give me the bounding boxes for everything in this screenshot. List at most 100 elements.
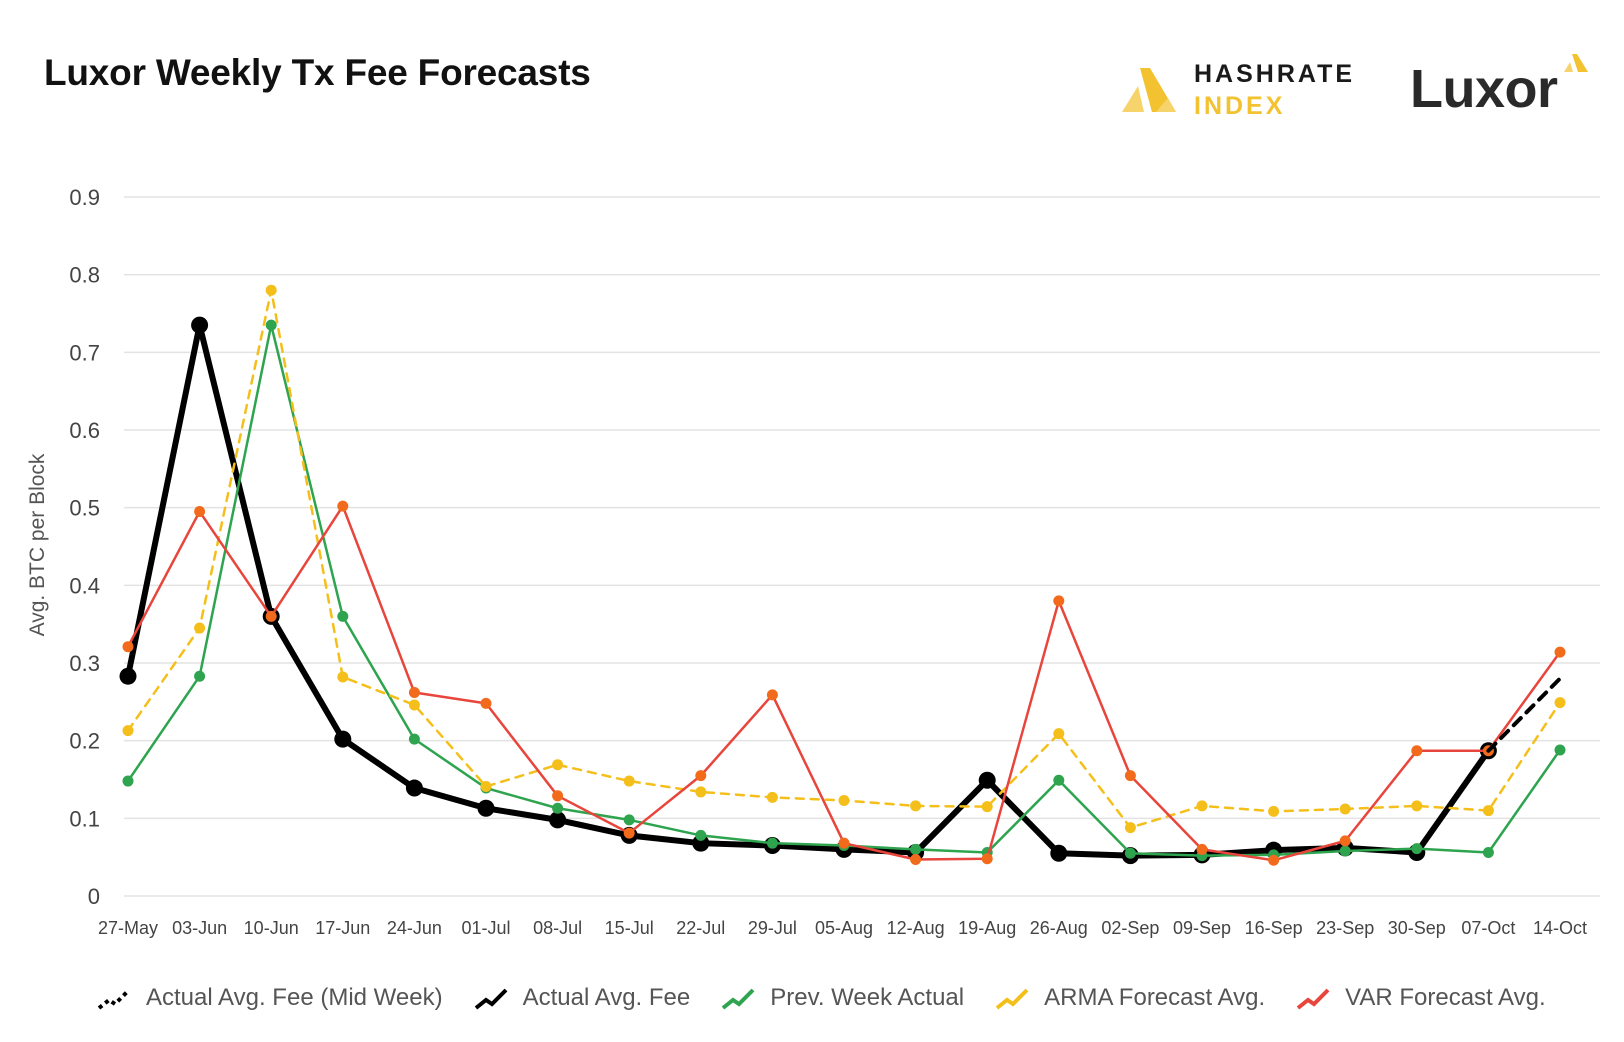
x-tick-label: 05-Aug <box>815 918 873 938</box>
var-forecast-point <box>194 506 206 518</box>
arma-forecast-point <box>194 622 206 634</box>
arma-forecast-point <box>337 671 349 683</box>
series-layer <box>119 284 1566 866</box>
actual-avg-fee-point <box>1050 844 1068 862</box>
legend-swatch-arma-icon <box>995 988 1029 1010</box>
prev-week-actual-point <box>1554 744 1566 756</box>
luxor-wordmark: Luxor <box>1410 59 1558 119</box>
arma-forecast-point <box>552 759 564 771</box>
var-forecast-point <box>1124 770 1136 782</box>
hashrate-index-logo-icon <box>1122 68 1176 112</box>
gridlines <box>124 196 1600 897</box>
actual-mid-week-line <box>1486 676 1562 753</box>
x-tick-label: 30-Sep <box>1388 918 1446 938</box>
actual-avg-fee-point <box>119 667 137 685</box>
var-forecast-point <box>623 827 635 839</box>
legend-label-prev-week: Prev. Week Actual <box>770 984 965 1011</box>
prev-week-actual-point <box>695 829 707 841</box>
x-tick-label: 19-Aug <box>958 918 1016 938</box>
y-tick-label: 0.8 <box>69 263 100 288</box>
actual-avg-fee-line <box>125 322 1492 859</box>
prev-week-actual-point <box>265 319 277 331</box>
x-tick-label: 15-Jul <box>605 918 654 938</box>
y-tick-label: 0.7 <box>69 340 100 365</box>
x-tick-label: 17-Jun <box>315 918 370 938</box>
y-tick-label: 0.1 <box>69 806 100 831</box>
prev-week-actual-point <box>910 843 922 855</box>
var-forecast-point <box>695 770 707 782</box>
prev-week-actual-point <box>194 670 206 682</box>
chart-legend: Actual Avg. Fee (Mid Week) Actual Avg. F… <box>96 980 1576 1016</box>
legend-item-prev-week[interactable]: Prev. Week Actual <box>720 983 964 1013</box>
prev-week-actual-point <box>1482 847 1494 859</box>
chart-title: Luxor Weekly Tx Fee Forecasts <box>44 52 591 93</box>
arma-forecast-point <box>838 794 850 806</box>
prev-week-actual-point <box>337 610 349 622</box>
x-tick-label: 23-Sep <box>1316 918 1374 938</box>
y-tick-label: 0.4 <box>69 573 100 598</box>
y-tick-label: 0 <box>88 884 100 909</box>
var-forecast-point <box>910 853 922 865</box>
arma-forecast-point <box>265 284 277 296</box>
legend-label-arma: ARMA Forecast Avg. <box>1044 984 1266 1011</box>
y-axis-ticks: 0 0.1 0.2 0.3 0.4 0.5 0.6 0.7 0.8 0.9 <box>69 185 100 909</box>
var-forecast-point <box>838 837 850 849</box>
arma-forecast-point <box>408 699 420 711</box>
legend-swatch-actual-icon <box>474 988 507 1010</box>
luxor-logo: Luxor <box>1410 52 1600 122</box>
x-tick-label: 08-Jul <box>533 918 582 938</box>
y-axis-label: Avg. BTC per Block <box>26 453 49 636</box>
arma-forecast-point <box>1053 728 1065 740</box>
hashrate-index-logo: HASHRATE INDEX <box>1118 60 1368 120</box>
x-tick-label: 12-Aug <box>887 918 945 938</box>
var-forecast-point <box>408 687 420 699</box>
prev-week-actual-point <box>1339 845 1351 857</box>
x-tick-label: 09-Sep <box>1173 918 1231 938</box>
var-forecast-point <box>766 689 778 701</box>
prev-week-actual-point <box>552 802 564 814</box>
luxor-logo-icon <box>1564 54 1588 72</box>
legend-swatch-mid-week-icon <box>97 988 131 1010</box>
var-forecast-point <box>1053 595 1065 607</box>
var-forecast-point <box>337 500 349 512</box>
legend-item-arma[interactable]: ARMA Forecast Avg. <box>994 983 1265 1013</box>
var-forecast-point <box>480 697 492 709</box>
x-tick-label: 01-Jul <box>461 918 510 938</box>
actual-avg-fee-point <box>405 779 423 797</box>
legend-item-var[interactable]: VAR Forecast Avg. <box>1295 983 1546 1013</box>
arma-forecast-point <box>695 786 707 798</box>
legend-swatch-var-icon <box>1296 988 1330 1010</box>
legend-label-mid-week: Actual Avg. Fee (Mid Week) <box>146 984 443 1011</box>
x-tick-label: 02-Sep <box>1101 918 1159 938</box>
var-forecast-point <box>122 641 134 653</box>
arma-forecast-point <box>981 801 993 813</box>
arma-forecast-point <box>1554 697 1566 709</box>
var-forecast-point <box>1554 646 1566 658</box>
var-forecast-point <box>552 790 564 802</box>
prev-week-actual-point <box>408 733 420 745</box>
arma-forecast-point <box>1196 800 1208 812</box>
legend-item-actual[interactable]: Actual Avg. Fee <box>473 983 690 1013</box>
arma-forecast-point <box>1482 805 1494 817</box>
actual-avg-fee-point <box>978 771 996 789</box>
x-tick-label: 03-Jun <box>172 918 227 938</box>
x-tick-label: 10-Jun <box>244 918 299 938</box>
arma-forecast-point <box>1124 822 1136 834</box>
arma-forecast-point <box>1411 800 1423 812</box>
var-forecast-point <box>1268 854 1280 866</box>
prev-week-actual-point <box>1124 847 1136 859</box>
actual-avg-fee-point <box>477 799 495 817</box>
y-tick-label: 0.9 <box>69 185 100 210</box>
x-axis-ticks: 27-May 03-Jun 10-Jun 17-Jun 24-Jun 01-Jul 08-J… <box>98 918 1587 938</box>
legend-item-mid-week[interactable]: Actual Avg. Fee (Mid Week) <box>96 983 443 1013</box>
actual-avg-fee-point <box>191 316 209 334</box>
y-tick-label: 0.3 <box>69 651 100 676</box>
actual-avg-fee-point <box>334 730 352 748</box>
actual-avg-fee-point <box>549 811 567 829</box>
arma-forecast-point <box>1339 803 1351 815</box>
var-forecast-point <box>1339 835 1351 847</box>
prev-week-actual-point <box>766 837 778 849</box>
var-forecast-point <box>981 853 993 865</box>
var-forecast-point <box>1411 745 1423 757</box>
